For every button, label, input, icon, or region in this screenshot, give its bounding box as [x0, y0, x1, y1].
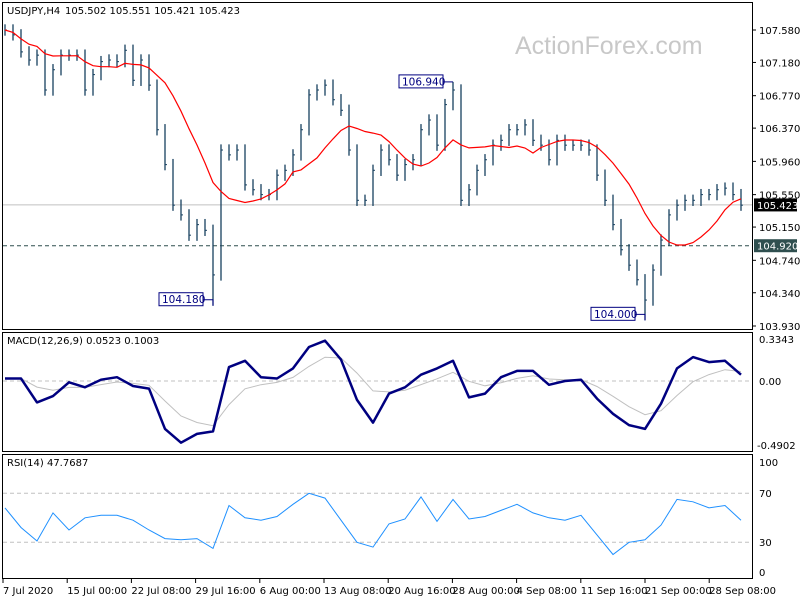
- time-tick-label: 28 Sep 08:00: [709, 586, 776, 597]
- annotation-box: [158, 292, 204, 307]
- symbol-label: USDJPY,H4: [7, 6, 60, 17]
- time-tick-label: 29 Jul 16:00: [196, 586, 256, 597]
- price-plot: 104.180 106.940 104.000: [3, 24, 752, 321]
- rsi-line: [4, 492, 742, 556]
- annotation-box: [398, 74, 444, 89]
- price-tick-label: 106.770: [759, 92, 800, 103]
- rsi-panel[interactable]: [2, 454, 753, 579]
- price-tick-label: 107.580: [759, 26, 800, 37]
- price-tick-label: 104.340: [759, 289, 800, 300]
- macd-label: MACD(12,26,9) 0.0523 0.1003: [7, 336, 159, 347]
- time-tick-label: 7 Jul 2020: [3, 586, 53, 597]
- annotation-label: 106.940: [402, 76, 445, 88]
- time-tick-label: 20 Aug 16:00: [388, 586, 455, 597]
- rsi-plot: [3, 492, 752, 556]
- macd-tick-max: 0.3343: [759, 335, 794, 346]
- time-tick-label: 4 Sep 08:00: [517, 586, 577, 597]
- macd-main-line: [5, 339, 742, 444]
- ohlc-values: 105.502 105.551 105.421 105.423: [65, 6, 240, 17]
- current-price-badge-bg: [754, 198, 797, 212]
- annotation-connector: [635, 313, 646, 321]
- macd-tick-min: -0.4902: [757, 441, 796, 452]
- price-tick-label: 103.930: [759, 322, 800, 333]
- price-panel[interactable]: [2, 2, 753, 330]
- axes: 107.580 107.180 106.770 106.370 105.960 105.5…: [2, 26, 800, 597]
- annotation-box: [590, 306, 636, 321]
- annotation-label: 104.180: [162, 294, 205, 306]
- rsi-tick-0: 0: [759, 568, 765, 579]
- price-tick-label: 106.370: [759, 124, 800, 135]
- macd-panel[interactable]: [2, 332, 753, 452]
- time-tick-label: 6 Aug 00:00: [260, 586, 321, 597]
- level-price-badge: 104.920: [757, 242, 798, 253]
- current-price-badge: 105.423: [757, 201, 798, 212]
- rsi-tick-100: 100: [759, 458, 778, 469]
- time-tick-label: 15 Jul 00:00: [67, 586, 127, 597]
- moving-average-line: [4, 29, 742, 246]
- price-tick-label: 105.550: [759, 191, 800, 202]
- watermark: ActionForex.com: [515, 32, 703, 60]
- macd-plot: [3, 339, 752, 444]
- macd-tick-zero: 0.00: [759, 377, 781, 388]
- time-tick-label: 13 Aug 08:00: [324, 586, 391, 597]
- rsi-label: RSI(14) 47.7687: [7, 458, 88, 469]
- time-tick-label: 22 Jul 08:00: [131, 586, 191, 597]
- time-tick-label: 28 Aug 00:00: [452, 586, 519, 597]
- time-tick-label: 11 Sep 16:00: [581, 586, 648, 597]
- time-tick-label: 21 Sep 00:00: [645, 586, 712, 597]
- price-tick-label: 105.960: [759, 157, 800, 168]
- price-tick-label: 104.740: [759, 256, 800, 267]
- rsi-tick-70: 70: [759, 489, 772, 500]
- annotation-label: 104.000: [594, 309, 637, 321]
- rsi-tick-30: 30: [759, 538, 772, 549]
- annotation-connector: [203, 299, 214, 306]
- price-tick-label: 107.180: [759, 58, 800, 69]
- price-tick-label: 105.150: [759, 223, 800, 234]
- level-price-badge-bg: [754, 239, 797, 253]
